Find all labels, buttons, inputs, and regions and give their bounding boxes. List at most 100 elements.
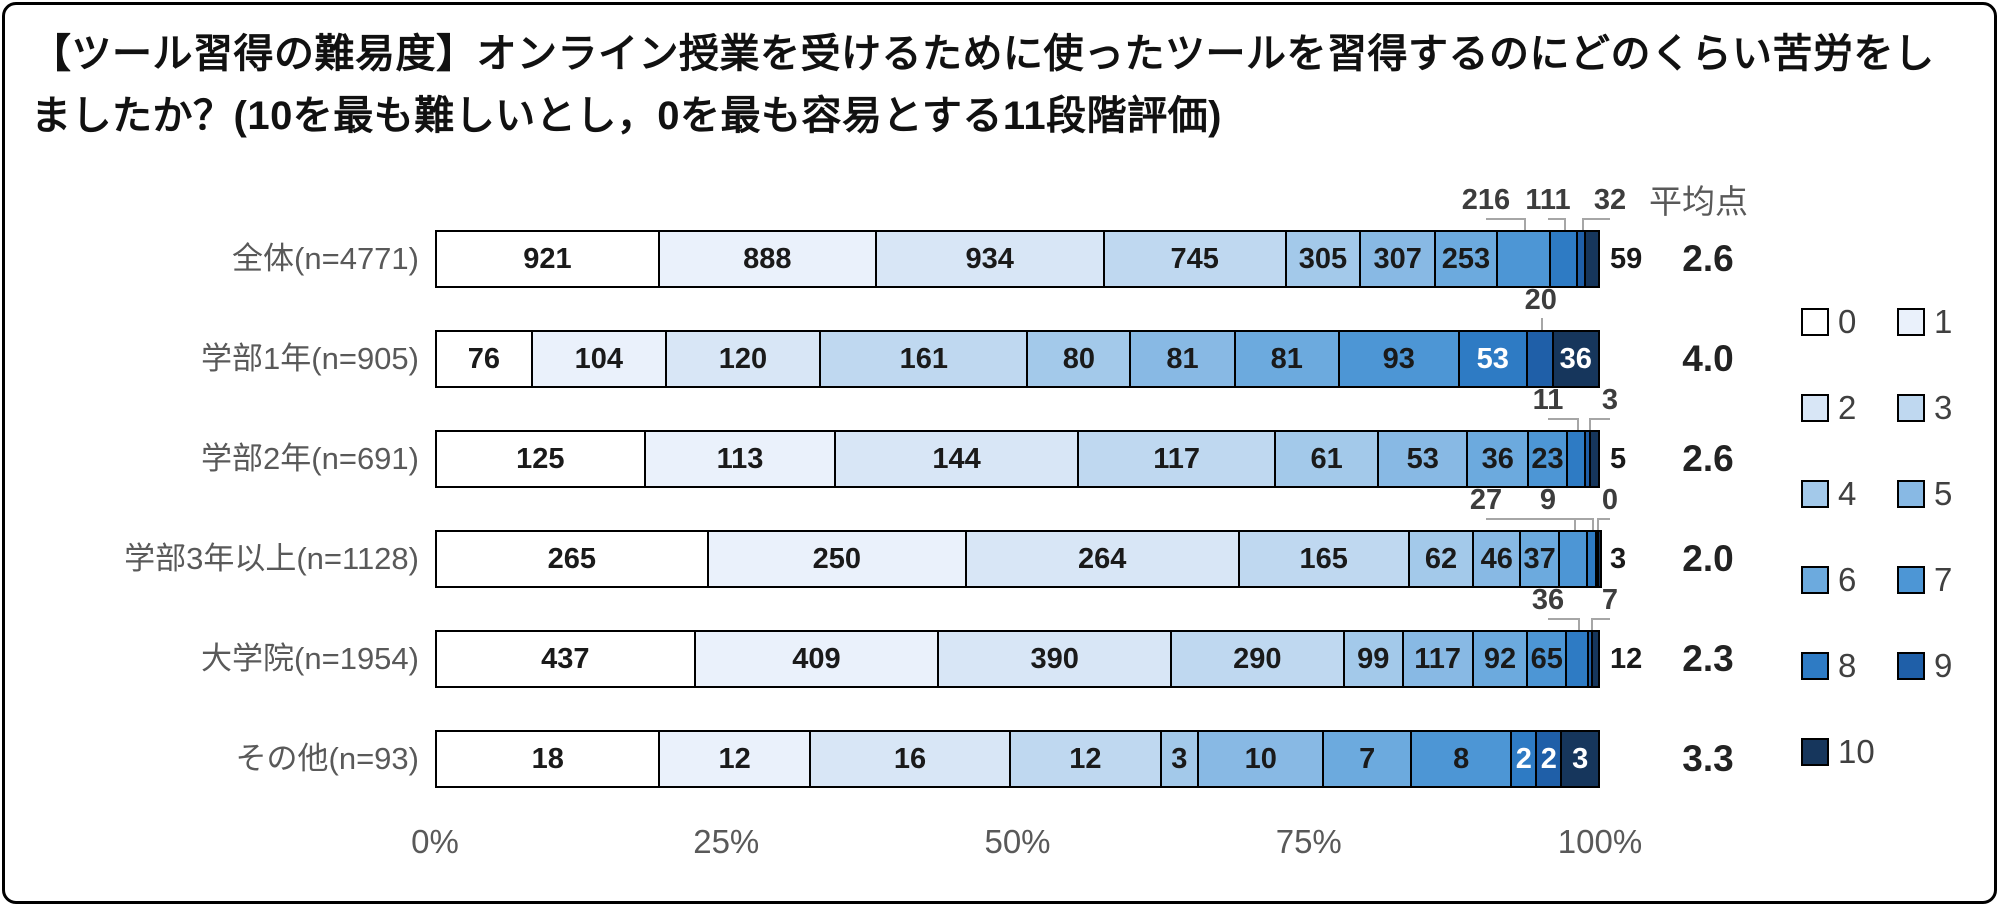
callout-label: 111 (1525, 184, 1571, 216)
bar-segment-7: 8 (1412, 730, 1513, 788)
callout-label: 0 (1601, 484, 1619, 516)
bar-segment-10: 36 (1553, 330, 1600, 388)
bar-segment-4: 61 (1276, 430, 1380, 488)
bar-segment-0: 76 (435, 330, 533, 388)
segment-value: 390 (1030, 642, 1079, 675)
bar-segment-0: 265 (435, 530, 709, 588)
leader-line (1577, 418, 1580, 430)
row-label: 大学院(n=1954) (201, 641, 419, 676)
leader-line (1486, 518, 1574, 520)
stacked-bar: 437 409 390 290 99 117 92 65 (435, 630, 1600, 688)
bar-segment-1: 12 (660, 730, 811, 788)
chart-row: 学部1年(n=905) 76 104 120 161 80 81 81 93 53 36 20 4.0 (5, 284, 1994, 430)
segment-value: 305 (1298, 242, 1348, 275)
outside-value: 59 (1610, 243, 1643, 275)
leader-line (1590, 618, 1610, 620)
legend-label: 4 (1838, 475, 1857, 512)
segment-value: 12 (1069, 742, 1102, 775)
stacked-bar: 265 250 264 165 62 46 37 (435, 530, 1602, 588)
leader-line (1573, 518, 1576, 530)
legend-swatch-2 (1801, 394, 1829, 422)
bar-segment-4: 99 (1344, 630, 1404, 688)
segment-value: 92 (1483, 642, 1517, 675)
bar-segment-5: 117 (1403, 630, 1474, 688)
chart-row: 大学院(n=1954) 437 409 390 290 99 117 92 65 36 7 12 2.3 (5, 584, 1994, 730)
x-axis-tick: 100% (1557, 823, 1643, 860)
average-value: 4.0 (1682, 338, 1734, 379)
legend-item: 4 (1801, 475, 1897, 513)
bar-segment-0: 437 (435, 630, 696, 688)
legend-swatch-6 (1801, 566, 1829, 594)
chart-title: 【ツール習得の難易度】オンライン授業を受けるために使ったツールを習得するのにどの… (31, 32, 1935, 138)
callout-label: 216 (1461, 184, 1511, 216)
callout-label: 20 (1524, 284, 1557, 316)
legend-swatch-10 (1801, 738, 1829, 766)
segment-value: 80 (1062, 342, 1096, 375)
bar-segment-10 (1591, 430, 1600, 488)
bar-segment-7: 65 (1528, 630, 1568, 688)
bar-segment-7 (1497, 230, 1551, 288)
bar-segment-8 (1567, 630, 1589, 688)
legend-item: 0 (1801, 303, 1897, 341)
segment-value: 62 (1424, 542, 1458, 575)
legend-swatch-8 (1801, 652, 1829, 680)
segment-value: 81 (1270, 342, 1303, 375)
bar: 265 250 264 165 62 46 37 27 9 0 3 (435, 484, 1626, 588)
segment-value: 888 (743, 242, 792, 275)
bar-segment-8: 53 (1459, 330, 1528, 388)
stacked-bar: 76 104 120 161 80 81 81 93 53 36 (435, 330, 1600, 388)
bar-segment-6: 92 (1473, 630, 1529, 688)
leader-line (1592, 518, 1595, 530)
leader-line (1564, 218, 1567, 230)
segment-value: 117 (1414, 642, 1462, 675)
bar-segment-8: 2 (1512, 730, 1538, 788)
segment-value: 2 (1515, 742, 1532, 775)
bar-segment-6: 81 (1235, 330, 1340, 388)
bar: 76 104 120 161 80 81 81 93 53 36 20 (435, 284, 1600, 388)
bar-segment-3: 165 (1239, 530, 1410, 588)
plot-area: 全体(n=4771) 921 888 934 745 305 307 253 216 111 32 5… (5, 184, 1994, 830)
legend-row: 10 (1801, 733, 1993, 819)
bar-segment-9 (1588, 630, 1593, 688)
segment-value: 10 (1244, 742, 1277, 775)
x-axis-tick: 50% (984, 823, 1051, 860)
segment-value: 120 (718, 342, 768, 375)
legend-swatch-1 (1897, 308, 1925, 336)
bar-segment-6: 37 (1521, 530, 1560, 588)
legend-label: 5 (1934, 475, 1953, 512)
bar-segment-2: 120 (666, 330, 822, 388)
bar-segment-10 (1585, 230, 1600, 288)
callout-label: 27 (1469, 484, 1503, 516)
callout-label: 36 (1531, 584, 1565, 616)
segment-value: 113 (716, 442, 764, 475)
bar-segment-5: 53 (1379, 430, 1469, 488)
bar-segment-5: 81 (1131, 330, 1236, 388)
x-axis-tick: 0% (411, 823, 459, 860)
segment-value: 3 (1572, 742, 1589, 775)
segment-value: 934 (965, 242, 1014, 275)
legend-item: 6 (1801, 561, 1897, 599)
bar-segment-3: 745 (1104, 230, 1287, 288)
segment-value: 61 (1310, 442, 1343, 475)
segment-value: 81 (1166, 342, 1199, 375)
stacked-bar: 125 113 144 117 61 53 36 23 (435, 430, 1600, 488)
average-value: 2.6 (1682, 438, 1734, 479)
leader-line (1590, 618, 1593, 630)
leader-line (1548, 518, 1593, 520)
bar-segment-0: 125 (435, 430, 646, 488)
bar: 18 12 16 12 3 10 7 8 2 2 3 (435, 730, 1600, 788)
bar-segment-5: 46 (1473, 530, 1522, 588)
bar-segment-9: 2 (1537, 730, 1563, 788)
segment-value: 3 (1171, 742, 1188, 775)
segment-value: 144 (932, 442, 981, 475)
legend-label: 9 (1934, 647, 1953, 684)
bar-segment-4: 305 (1286, 230, 1362, 288)
average-value: 3.3 (1682, 738, 1734, 779)
legend-swatch-3 (1897, 394, 1925, 422)
leader-line (1548, 618, 1578, 620)
average-value: 2.0 (1682, 538, 1734, 579)
segment-value: 76 (467, 342, 501, 375)
segment-value: 2 (1540, 742, 1557, 775)
segment-value: 161 (899, 342, 948, 375)
